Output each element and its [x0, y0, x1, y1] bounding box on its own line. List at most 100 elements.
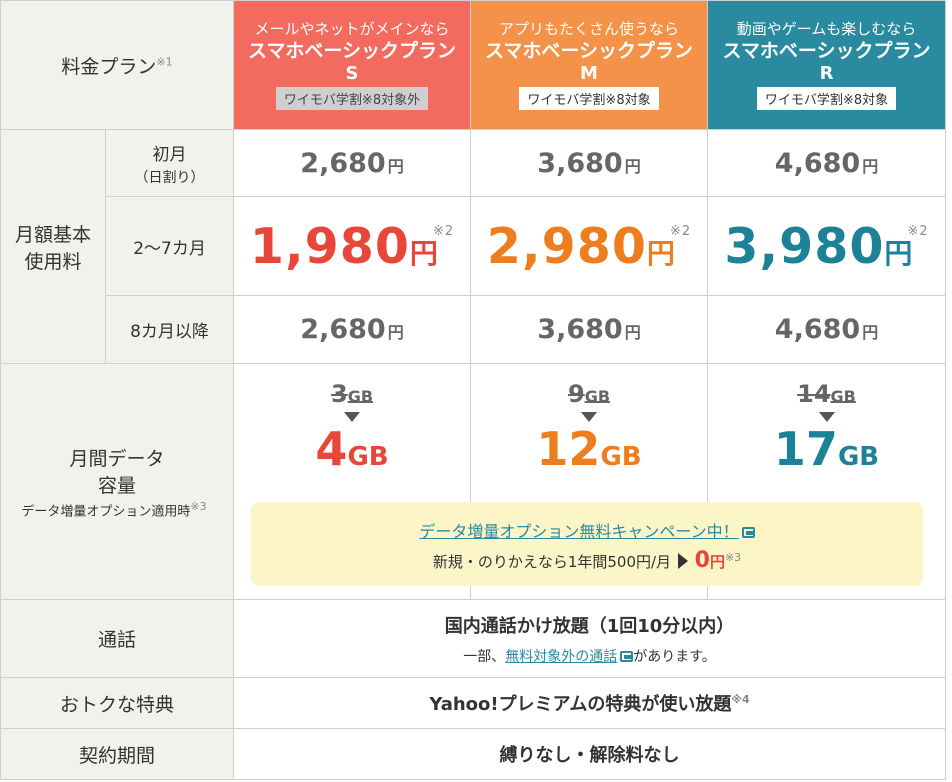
price-value: 1,980 [249, 217, 410, 275]
data-label-cell: 月間データ 容量 データ増量オプション適用時※3 [0, 363, 235, 600]
plan-r-name: スマホベーシックプラン [722, 39, 931, 62]
perks-label-cell: おトクな特典 [0, 677, 235, 729]
data-unit: GB [830, 387, 856, 406]
months-2-7-price-m: 2,980円※2 [470, 196, 709, 296]
data-label-1: 月間データ [69, 447, 165, 470]
first-month-price-s: 2,680 円 [233, 129, 472, 197]
new-data-value: 4 [315, 422, 348, 476]
campaign-zero-value: 0 [694, 548, 710, 573]
yen-unit: 円 [409, 236, 439, 270]
call-label: 通話 [98, 629, 137, 651]
monthly-fee-label-1: 月額基本 [14, 223, 91, 246]
perks-label: おトクな特典 [60, 693, 175, 716]
perks-value-cell: Yahoo!プレミアムの特典が使い放題※4 [233, 677, 947, 729]
plan-r-header: 動画やゲームも楽しむなら スマホベーシックプラン R ワイモバ学割※8対象 [707, 0, 947, 130]
yen-unit: 円 [387, 323, 404, 342]
month-8-label-cell: 8カ月以降 [104, 295, 235, 364]
plan-r-subtitle: 動画やゲームも楽しむなら [736, 19, 917, 38]
month-8-price-s: 2,680 円 [233, 295, 472, 364]
campaign-zero-unit: 円 [709, 553, 725, 571]
plan-s-subtitle: メールやネットがメインなら [254, 19, 450, 38]
call-value-cell: 国内通話かけ放題（1回10分以内） 一部、無料対象外の通話 があります。 [233, 599, 947, 678]
call-note-suffix: があります。 [633, 648, 716, 665]
price-value: 2,980 [486, 217, 647, 275]
campaign-box: データ増量オプション無料キャンペーン中！ 新規・のりかえなら1年間500円/月 … [251, 502, 923, 586]
month-8-price-r: 4,680 円 [707, 295, 947, 364]
data-unit: GB [347, 442, 389, 472]
month-8-label: 8カ月以降 [130, 322, 209, 342]
month-8-price-m: 3,680 円 [470, 295, 709, 364]
first-month-price-r: 4,680 円 [707, 129, 947, 197]
call-label-cell: 通話 [0, 599, 235, 678]
plan-m-subtitle: アプリもたくさん使うなら [499, 19, 680, 38]
old-data-value: 3 [331, 380, 348, 408]
call-note-prefix: 一部、 [463, 648, 506, 665]
plan-s-size: S [345, 62, 359, 84]
campaign-note: ※3 [724, 551, 742, 564]
plan-r-size: R [819, 62, 834, 84]
data-label-2: 容量 [98, 474, 137, 497]
data-unit: GB [600, 442, 642, 472]
first-month-price-m: 3,680 円 [470, 129, 709, 197]
data-unit: GB [347, 387, 374, 406]
excluded-calls-link[interactable]: 無料対象外の通話 [505, 648, 618, 665]
first-month-label: 初月 [152, 144, 187, 165]
yen-unit: 円 [624, 156, 641, 176]
yen-unit: 円 [646, 236, 676, 270]
play-arrow-icon [677, 553, 688, 569]
plan-label-note: ※1 [156, 55, 173, 69]
plan-s-name: スマホベーシックプラン [247, 39, 457, 62]
yen-unit: 円 [862, 323, 879, 342]
first-month-sublabel: （日割り） [134, 169, 205, 186]
new-window-icon [741, 527, 755, 538]
plan-m-student-tag: ワイモバ学割※8対象 [519, 86, 659, 110]
monthly-fee-label-cell: 月額基本 使用料 [0, 129, 106, 364]
monthly-fee-label-2: 使用料 [24, 250, 82, 273]
yen-unit: 円 [624, 323, 641, 342]
yen-unit: 円 [884, 236, 914, 270]
call-main: 国内通話かけ放題（1回10分以内） [444, 615, 735, 637]
plan-m-name: スマホベーシックプラン [484, 39, 694, 62]
price-value: 2,680 [300, 147, 386, 179]
price-value: 4,680 [774, 314, 861, 345]
yen-unit: 円 [862, 156, 879, 176]
price-value: 4,680 [774, 147, 861, 179]
price-note: ※2 [669, 223, 692, 239]
data-label-note-mark: ※3 [190, 499, 207, 513]
plan-m-size: M [580, 62, 598, 84]
plan-s-student-tag: ワイモバ学割※8対象外 [275, 86, 429, 110]
data-unit: GB [837, 442, 880, 472]
perks-main: Yahoo!プレミアムの特典が使い放題 [429, 694, 732, 715]
months-2-7-label: 2〜7カ月 [133, 238, 206, 259]
yen-unit: 円 [387, 156, 404, 176]
first-month-label-cell: 初月 （日割り） [104, 129, 235, 197]
price-value: 3,680 [537, 147, 623, 179]
plan-label-cell: 料金プラン※1 [0, 0, 235, 130]
campaign-link-text[interactable]: データ増量オプション無料キャンペーン中！ [419, 522, 739, 541]
campaign-link[interactable]: データ増量オプション無料キャンペーン中！ [251, 518, 923, 542]
down-arrow-icon [581, 412, 598, 422]
price-note: ※2 [907, 223, 929, 239]
months-2-7-price-s: 1,980円※2 [233, 196, 472, 296]
plan-label: 料金プラン [61, 55, 157, 78]
contract-main: 縛りなし・解除料なし [499, 745, 680, 766]
new-data-value: 12 [536, 422, 601, 476]
data-unit: GB [584, 387, 611, 406]
old-data-value: 14 [797, 380, 831, 408]
new-data-value: 17 [773, 422, 838, 476]
plan-s-header: メールやネットがメインなら スマホベーシックプラン S ワイモバ学割※8対象外 [233, 0, 472, 130]
campaign-detail: 新規・のりかえなら1年間500円/月 [432, 553, 672, 571]
old-data-value: 9 [568, 380, 585, 408]
plan-r-student-tag: ワイモバ学割※8対象 [756, 86, 897, 110]
down-arrow-icon [344, 412, 361, 422]
plan-m-header: アプリもたくさん使うなら スマホベーシックプラン M ワイモバ学割※8対象 [470, 0, 709, 130]
contract-label: 契約期間 [79, 744, 156, 767]
months-2-7-label-cell: 2〜7カ月 [104, 196, 235, 296]
price-value: 3,680 [537, 314, 623, 345]
contract-label-cell: 契約期間 [0, 728, 235, 780]
perks-note: ※4 [731, 693, 750, 706]
new-window-icon [620, 650, 634, 662]
price-value: 3,980 [724, 217, 885, 275]
months-2-7-price-r: 3,980円※2 [707, 196, 947, 296]
